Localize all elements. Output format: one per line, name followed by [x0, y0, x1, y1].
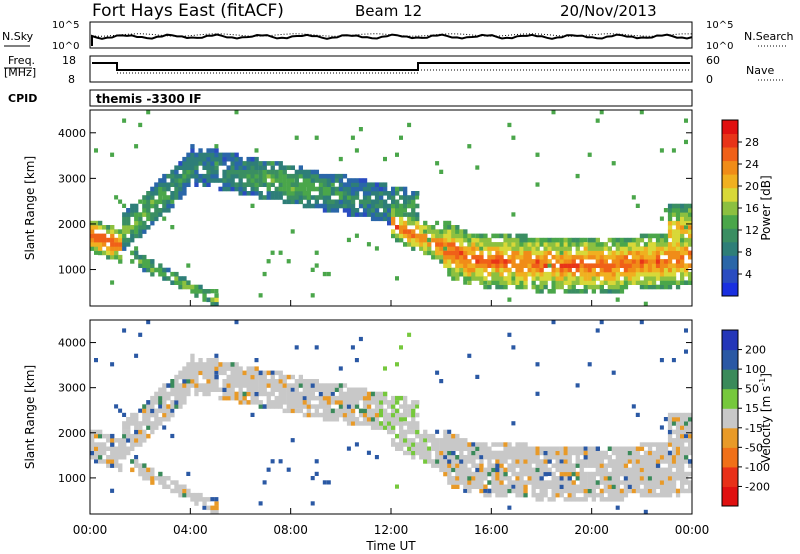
colorbar-tick-label: -50 — [745, 441, 763, 454]
xtick-label: 04:00 — [173, 523, 208, 537]
colorbar-tick-label: 12 — [745, 224, 759, 237]
power-colorbar: 4 8 12 16 20 24 28 Power [dB] — [721, 119, 773, 297]
velocity-ylabel: Slant Range [km] — [23, 365, 37, 469]
freq-right-tick-bottom: 0 — [706, 73, 713, 86]
colorbar-tick-label: 28 — [745, 136, 759, 149]
noise-right-tick-top: 10^5 — [706, 20, 733, 31]
freq-left-tick-top: 18 — [62, 54, 76, 67]
power-ylabel: Slant Range [km] — [23, 156, 37, 260]
freq-right-tick-top: 60 — [706, 54, 720, 67]
power-colorbar-label: Power [dB] — [759, 175, 773, 240]
colorbar-tick-label: -100 — [745, 461, 770, 474]
cpid-label: CPID — [8, 92, 37, 105]
xtick-label: 00:00 — [675, 523, 710, 537]
noise-search-line — [91, 33, 693, 37]
ytick-label: 4000 — [58, 337, 86, 350]
noise-left-tick-top: 10^5 — [52, 20, 79, 31]
ytick-label: 1000 — [58, 264, 86, 277]
cpid-text: themis -3300 IF — [96, 92, 202, 106]
nave-label: Nave — [746, 64, 774, 77]
xtick-label: 20:00 — [574, 523, 609, 537]
xtick-label: 12:00 — [374, 523, 409, 537]
ytick-label: 2000 — [58, 427, 86, 440]
beam-label: Beam 12 — [355, 2, 422, 20]
velocity-yaxis: 1000 2000 3000 4000 — [58, 337, 692, 485]
velocity-panel: 1000 2000 3000 4000 Slant Range [km] — [23, 319, 693, 515]
colorbar-tick-label: 24 — [745, 158, 759, 171]
noise-right-tick-bottom: 10^0 — [706, 41, 733, 52]
ytick-label: 4000 — [58, 127, 86, 140]
freq-label-line1: Freq. — [8, 54, 35, 67]
colorbar-tick-label: -15 — [745, 422, 763, 435]
date-label: 20/Nov/2013 — [560, 2, 657, 20]
freq-label-line2: [MHz] — [4, 66, 36, 79]
xaxis-label: Time UT — [365, 539, 416, 553]
nave-line — [117, 69, 690, 74]
colorbar-tick-label: 50 — [745, 383, 759, 396]
velocity-colorbar: -200 -100 -50 -15 15 50 100 200 Velocity [m s-1… — [721, 329, 773, 507]
time-axis: 00:00 04:00 08:00 12:00 16:00 20:00 00:00 — [73, 300, 710, 537]
cpid-panel: CPID themis -3300 IF — [8, 89, 693, 107]
noise-sky-line — [91, 33, 693, 46]
colorbar-tick-label: 100 — [745, 363, 766, 376]
power-panel: 1000 2000 3000 4000 Slant Range [km] — [23, 109, 693, 307]
velocity-colorbar-label: Velocity [m s-1] — [758, 373, 773, 463]
noise-left-label: N.Sky — [2, 30, 34, 43]
colorbar-tick-label: 20 — [745, 180, 759, 193]
freq-left-tick-bottom: 8 — [68, 73, 75, 86]
power-heatmap — [90, 110, 693, 307]
colorbar-tick-label: 15 — [745, 402, 759, 415]
frequency-line — [92, 62, 690, 71]
frequency-panel: Freq. [MHz] 18 8 60 0 Nave — [4, 54, 784, 86]
power-yaxis: 1000 2000 3000 4000 — [58, 127, 692, 277]
ytick-label: 1000 — [58, 472, 86, 485]
ytick-label: 3000 — [58, 382, 86, 395]
colorbar-tick-label: -200 — [745, 480, 770, 493]
colorbar-tick-label: 4 — [745, 268, 752, 281]
xtick-label: 08:00 — [273, 523, 308, 537]
noise-right-label: N.Search — [744, 30, 794, 43]
ytick-label: 2000 — [58, 218, 86, 231]
noise-left-tick-bottom: 10^0 — [52, 41, 79, 52]
colorbar-tick-label: 16 — [745, 202, 759, 215]
noise-panel: N.Sky 10^5 10^0 10^5 10^0 N.Search — [2, 20, 794, 52]
colorbar-tick-label: 8 — [745, 246, 752, 259]
xtick-label: 00:00 — [73, 523, 108, 537]
velocity-heatmap — [90, 320, 693, 515]
xtick-label: 16:00 — [474, 523, 509, 537]
plot-title: Fort Hays East (fitACF) — [92, 1, 284, 21]
colorbar-tick-label: 200 — [745, 344, 766, 357]
ytick-label: 3000 — [58, 172, 86, 185]
